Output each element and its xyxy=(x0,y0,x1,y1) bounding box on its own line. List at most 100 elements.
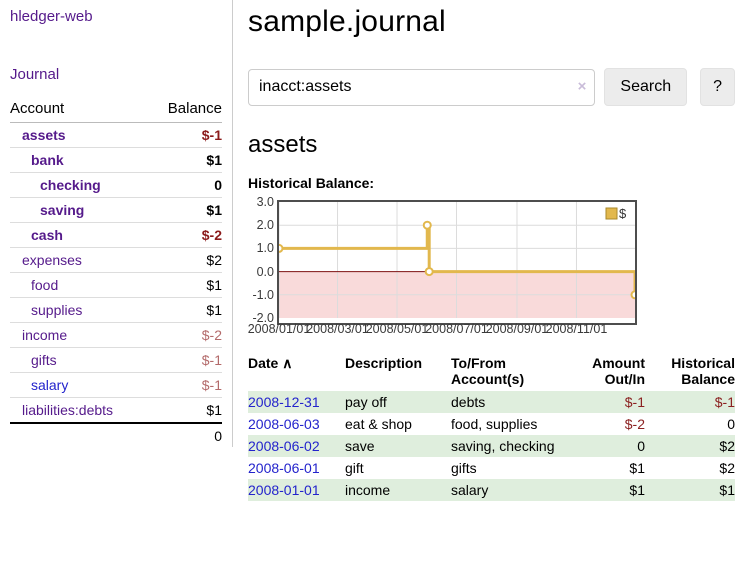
accounts-total: 0 xyxy=(148,422,222,448)
account-balance: $1 xyxy=(148,197,222,223)
account-balance: 0 xyxy=(148,172,222,198)
register-row: 2008-06-03 eat & shop food, supplies $-2… xyxy=(248,413,735,435)
main-content: sample.journal × Search ? assets Histori… xyxy=(248,0,735,501)
account-balance: $1 xyxy=(148,147,222,173)
transaction-amount: $-2 xyxy=(624,416,645,432)
account-row: bank $1 xyxy=(10,147,222,173)
account-link-checking[interactable]: checking xyxy=(40,177,101,193)
y-axis-tick-label: 0.0 xyxy=(256,264,274,279)
register-row: 2008-06-01 gift gifts $1 $2 xyxy=(248,457,735,479)
y-axis-tick-label: 2.0 xyxy=(256,218,274,233)
register-header-balance: Historical Balance xyxy=(671,355,735,387)
account-link-gifts[interactable]: gifts xyxy=(31,352,57,368)
chart-plot-area: $ xyxy=(274,200,640,325)
sort-ascending-icon: ∧ xyxy=(282,355,293,371)
account-row: gifts $-1 xyxy=(10,347,222,373)
transaction-date-link[interactable]: 2008-06-02 xyxy=(248,438,320,454)
account-balance: $2 xyxy=(148,247,222,273)
account-link-saving[interactable]: saving xyxy=(40,202,85,218)
accounts-table: Account Balance assets $-1 bank $1 check… xyxy=(10,100,222,448)
transaction-balance: $1 xyxy=(645,479,735,501)
transaction-amount: 0 xyxy=(581,435,645,457)
accounts-total-row: 0 xyxy=(10,422,222,448)
account-balance: $-2 xyxy=(148,222,222,248)
register-row: 2008-06-02 save saving, checking 0 $2 xyxy=(248,435,735,457)
account-link-food[interactable]: food xyxy=(31,277,59,293)
register-table: Date ∧ Description To/From Account(s) Am… xyxy=(248,353,735,501)
account-row: income $-2 xyxy=(10,322,222,348)
transaction-description: income xyxy=(345,479,451,501)
sidebar: hledger-web Journal Account Balance asse… xyxy=(0,0,233,448)
register-header-amount: Amount Out/In xyxy=(592,355,645,387)
account-row: assets $-1 xyxy=(10,122,222,148)
transaction-amount: $1 xyxy=(629,460,645,476)
app-title-link[interactable]: hledger-web xyxy=(10,8,93,25)
transaction-description: eat & shop xyxy=(345,416,412,432)
accounts-header-account: Account xyxy=(10,100,149,123)
transaction-accounts: salary xyxy=(451,479,581,501)
account-link-salary[interactable]: salary xyxy=(31,377,69,393)
account-row: cash $-2 xyxy=(10,222,222,248)
account-row: food $1 xyxy=(10,272,222,298)
transaction-accounts: gifts xyxy=(451,460,477,476)
account-balance: $1 xyxy=(148,297,222,323)
register-header-date[interactable]: Date ∧ xyxy=(248,355,293,371)
register-row: 2008-12-31 pay off debts $-1 $-1 xyxy=(248,391,735,413)
transaction-balance: $-1 xyxy=(645,391,735,413)
account-row: expenses $2 xyxy=(10,247,222,273)
chart-title: Historical Balance: xyxy=(248,175,375,191)
account-link-income[interactable]: income xyxy=(22,327,68,343)
search-button[interactable]: Search xyxy=(604,68,688,106)
transaction-description: gift xyxy=(345,460,364,476)
sidebar-item-journal[interactable]: Journal xyxy=(10,66,60,83)
account-row: salary $-1 xyxy=(10,372,222,398)
account-link-liabilities-debts[interactable]: liabilities:debts xyxy=(22,402,114,418)
y-axis-tick-label: 3.0 xyxy=(256,195,274,209)
page-title: sample.journal xyxy=(248,5,446,38)
account-link-cash[interactable]: cash xyxy=(31,227,63,243)
x-axis-tick-label: 2008/11/01 xyxy=(545,322,608,336)
transaction-description: save xyxy=(345,435,451,457)
transaction-balance: 0 xyxy=(727,416,735,432)
chart-svg: $ xyxy=(274,202,640,318)
transaction-description: pay off xyxy=(345,391,451,413)
accounts-header-balance: Balance xyxy=(148,100,222,123)
transaction-balance: $2 xyxy=(719,460,735,476)
transaction-date-link[interactable]: 2008-01-01 xyxy=(248,482,320,498)
account-balance: $1 xyxy=(148,397,222,424)
transaction-date-link[interactable]: 2008-06-03 xyxy=(248,416,320,432)
account-row: checking 0 xyxy=(10,172,222,198)
account-row: supplies $1 xyxy=(10,297,222,323)
transaction-date-link[interactable]: 2008-12-31 xyxy=(248,394,320,410)
x-axis-tick-label: 2008/05/01 xyxy=(365,322,429,336)
x-axis-tick-label: 2008/01/01 xyxy=(247,322,311,336)
help-button[interactable]: ? xyxy=(700,68,735,106)
y-axis-tick-label: 1.0 xyxy=(256,241,274,256)
transaction-accounts: saving, checking xyxy=(451,435,581,457)
account-balance: $-1 xyxy=(148,372,222,398)
transaction-amount: $1 xyxy=(581,479,645,501)
search-input[interactable] xyxy=(248,68,596,106)
account-balance: $-1 xyxy=(148,347,222,373)
y-axis-tick-label: -1.0 xyxy=(252,287,274,302)
account-row: saving $1 xyxy=(10,197,222,223)
transaction-accounts: debts xyxy=(451,391,581,413)
search-form: × Search ? xyxy=(248,68,735,106)
account-heading: assets xyxy=(248,131,318,158)
account-link-bank[interactable]: bank xyxy=(31,152,64,168)
x-axis-tick-label: 2008/07/01 xyxy=(425,322,488,336)
account-link-expenses[interactable]: expenses xyxy=(22,252,82,268)
transaction-balance: $2 xyxy=(645,435,735,457)
account-balance: $-1 xyxy=(148,122,222,148)
register-row: 2008-01-01 income salary $1 $1 xyxy=(248,479,735,501)
y-axis-tick-label: -2.0 xyxy=(252,311,274,325)
account-link-supplies[interactable]: supplies xyxy=(31,302,83,318)
transaction-accounts: food, supplies xyxy=(451,416,538,432)
clear-search-icon[interactable]: × xyxy=(577,77,587,95)
transaction-date-link[interactable]: 2008-06-01 xyxy=(248,460,320,476)
historical-balance-chart: $ 3.0 2.0 1.0 0.0 -1.0 -2.0 2008/01/01 2008/03/… xyxy=(247,195,735,336)
account-row: liabilities:debts $1 xyxy=(10,397,222,424)
account-link-assets[interactable]: assets xyxy=(22,127,66,143)
x-axis-tick-label: 2008/09/01 xyxy=(485,322,549,336)
account-balance: $1 xyxy=(148,272,222,298)
